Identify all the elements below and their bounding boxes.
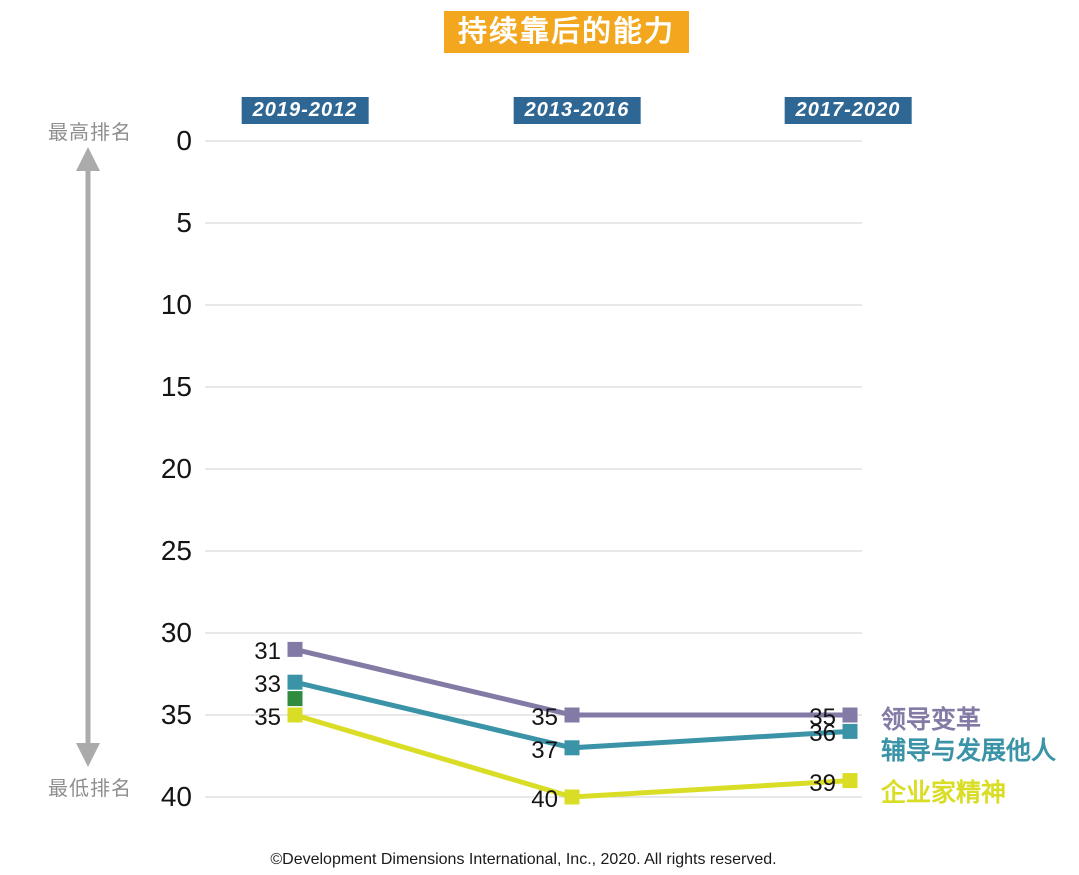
data-point-marker — [842, 707, 858, 723]
y-tick-label: 25 — [160, 535, 192, 566]
data-point-marker — [287, 641, 303, 657]
arrow-down-icon — [76, 743, 100, 767]
data-point-marker — [842, 773, 858, 789]
data-point-marker — [564, 707, 580, 723]
data-point-marker — [842, 723, 858, 739]
data-value-label: 31 — [254, 638, 281, 666]
y-tick-label: 20 — [160, 453, 192, 484]
arrow-up-icon — [76, 147, 100, 171]
data-point-marker — [287, 674, 303, 690]
data-value-label: 35 — [254, 704, 281, 731]
isolated-data-point-marker — [287, 691, 303, 707]
y-tick-label: 5 — [176, 207, 192, 238]
data-point-marker — [287, 707, 303, 723]
x-category-chip: 2013-2016 — [513, 97, 641, 124]
y-tick-label: 15 — [160, 371, 192, 402]
y-axis-bottom-label: 最低排名 — [48, 778, 132, 800]
series-line — [294, 646, 850, 718]
data-point-marker — [564, 789, 580, 805]
y-axis-top-label: 最高排名 — [48, 122, 132, 144]
chart-title: 持续靠后的能力 — [444, 11, 690, 53]
series-line — [294, 712, 851, 800]
legend-entrepreneurship: 企业家精神 — [881, 779, 1007, 807]
data-value-label: 35 — [809, 704, 836, 731]
data-point-marker — [564, 740, 580, 756]
legend-leading-change: 领导变革 — [881, 706, 982, 734]
data-value-label: 39 — [809, 769, 836, 797]
legend-coaching-developing-others: 辅导与发展他人 — [881, 737, 1057, 765]
y-tick-label: 10 — [160, 289, 192, 320]
data-value-label: 40 — [531, 786, 558, 813]
data-value-label: 36 — [809, 720, 836, 748]
rank-direction-arrow — [76, 147, 100, 767]
x-category-chip: 2017-2020 — [784, 97, 912, 124]
data-value-label: 37 — [531, 736, 558, 764]
copyright-text: ©Development Dimensions International, I… — [270, 851, 777, 868]
data-value-label: 35 — [531, 704, 558, 731]
y-tick-label: 35 — [160, 699, 192, 730]
y-tick-label: 40 — [160, 781, 192, 812]
y-tick-label: 30 — [160, 617, 192, 648]
data-value-label: 33 — [254, 671, 281, 699]
y-tick-label: 0 — [176, 125, 192, 156]
x-category-chip: 2019-2012 — [241, 97, 369, 124]
